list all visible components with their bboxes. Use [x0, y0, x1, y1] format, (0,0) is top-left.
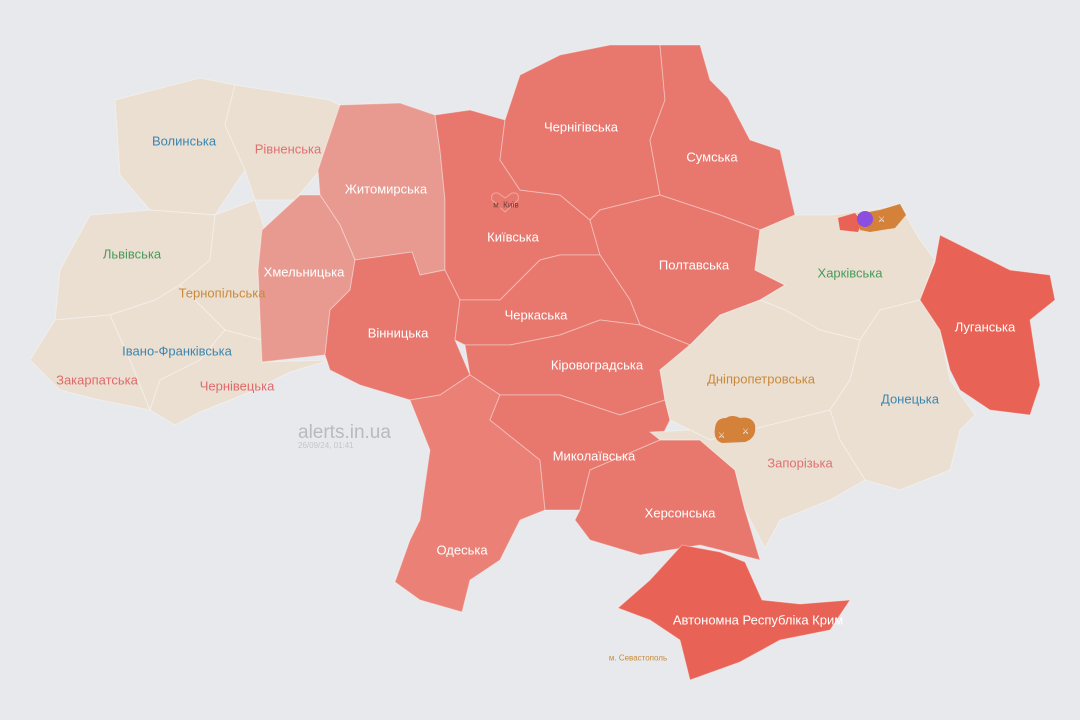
kharkiv-border-alert-zone [838, 213, 862, 232]
drone-marker-icon[interactable] [857, 211, 873, 227]
region-crimea[interactable] [617, 544, 851, 681]
watermark-timestamp: 26/09/24, 01:41 [298, 441, 354, 450]
region-kyiv-city[interactable] [491, 192, 519, 213]
region-donetsk[interactable] [829, 299, 976, 491]
zaporizhzhia-occupied-zone [714, 416, 756, 443]
watermark-site: alerts.in.ua [298, 422, 391, 443]
artillery-marker-icon: ⚔ [718, 431, 725, 440]
region-volyn[interactable] [114, 77, 246, 216]
region-chernivtsi[interactable] [149, 329, 331, 426]
region-luhansk[interactable] [919, 234, 1056, 416]
artillery-marker-icon: ⚔ [878, 215, 885, 224]
region-odesa[interactable] [394, 374, 546, 613]
artillery-marker-icon: ⚔ [742, 427, 749, 436]
